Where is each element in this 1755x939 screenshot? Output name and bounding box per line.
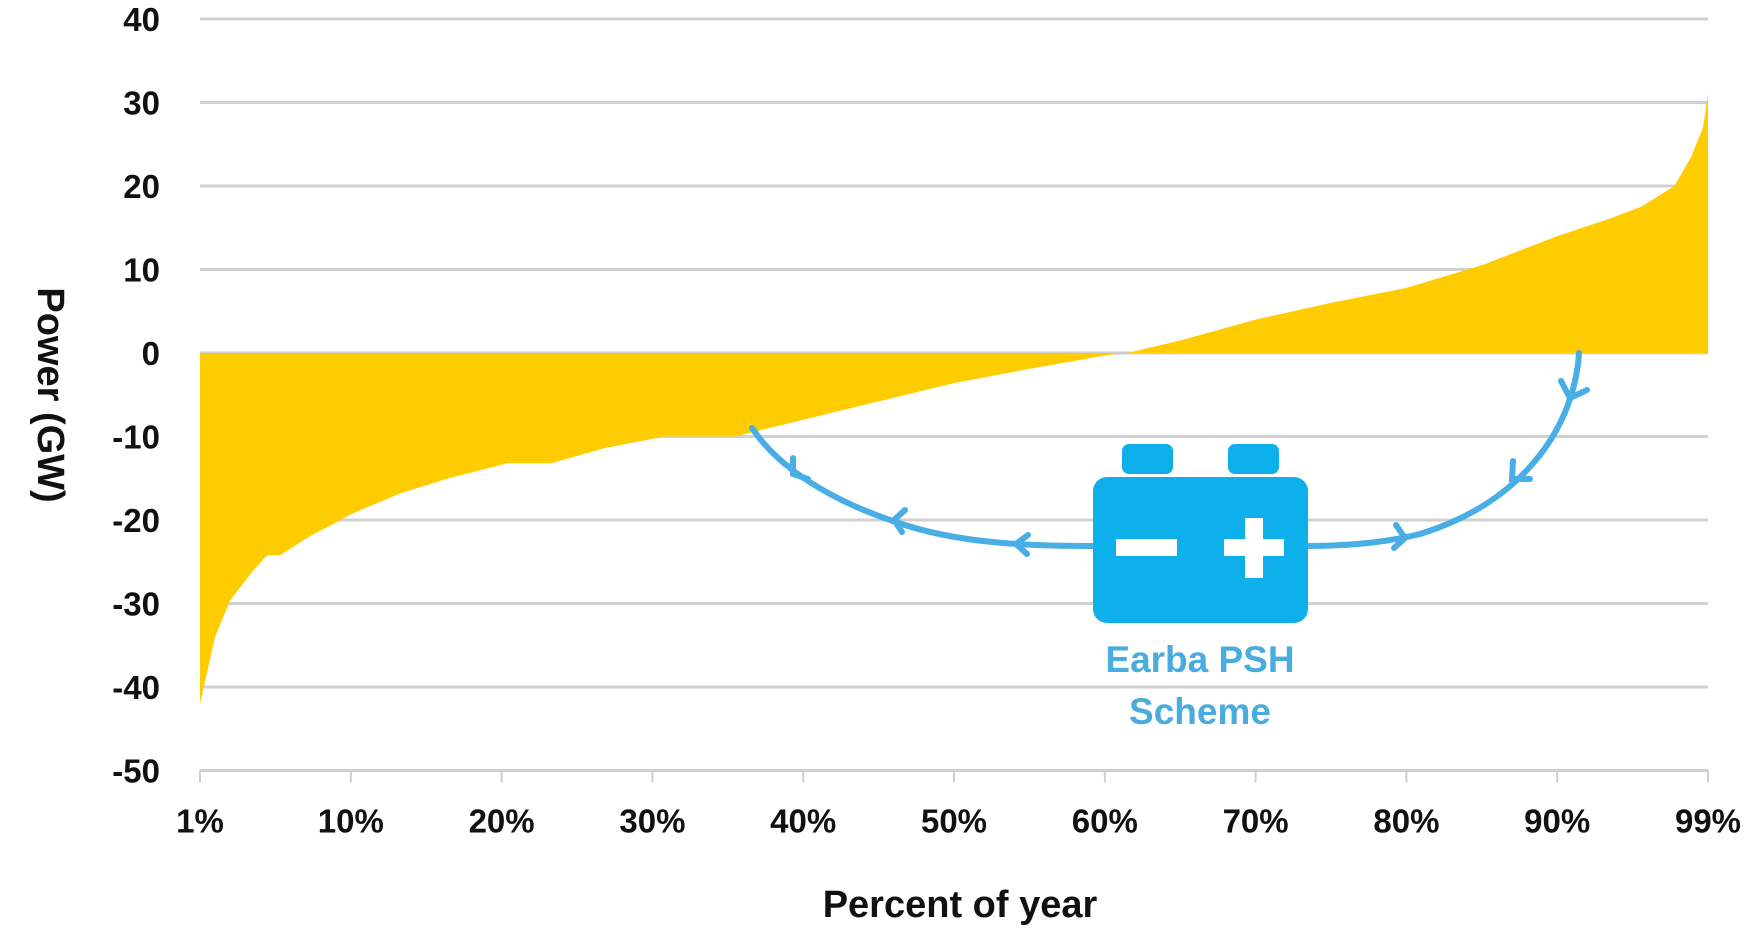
y-tick-label: -30 (112, 586, 160, 623)
y-tick-label: 20 (123, 168, 160, 205)
x-tick-label: 40% (770, 803, 836, 840)
storage-flow-arc (749, 350, 1590, 557)
x-tick-label: 50% (921, 803, 987, 840)
annotation-label-line1: Earba PSH (1105, 639, 1294, 680)
annotation-label-line2: Scheme (1129, 691, 1271, 732)
y-tick-labels: 40 30 20 10 0 -10 -20 -30 -40 -50 (112, 1, 160, 790)
x-axis (199, 769, 1709, 783)
x-tick-label: 90% (1524, 803, 1590, 840)
y-tick-label: 10 (123, 252, 160, 289)
battery-icon (1093, 444, 1308, 623)
x-tick-labels: 1% 10% 20% 30% 40% 50% 60% 70% 80% 90% 99% (176, 803, 1741, 840)
x-tick-label: 60% (1072, 803, 1138, 840)
arrow-chevron (1391, 522, 1409, 551)
x-axis-label: Percent of year (823, 884, 1098, 926)
x-tick-label: 30% (619, 803, 685, 840)
duration-curve-area (200, 94, 1708, 704)
arrow-chevron (790, 455, 811, 482)
x-tick-label: 20% (469, 803, 535, 840)
arrow-chevron (890, 507, 908, 535)
y-tick-label: 30 (123, 85, 160, 122)
y-tick-label: 40 (123, 1, 160, 38)
arrow-chevron (1508, 458, 1533, 482)
y-tick-label: -10 (112, 419, 160, 456)
x-tick-label: 70% (1223, 803, 1289, 840)
arrow-chevron (1011, 532, 1031, 557)
y-axis-label: Power (GW) (29, 287, 71, 502)
y-tick-label: 0 (142, 335, 160, 372)
arrow-chevron (1558, 378, 1590, 402)
y-tick-label: -50 (112, 753, 160, 790)
y-tick-label: -20 (112, 502, 160, 539)
x-tick-label: 1% (176, 803, 224, 840)
y-tick-label: -40 (112, 669, 160, 706)
x-tick-label: 99% (1675, 803, 1741, 840)
x-tick-label: 10% (318, 803, 384, 840)
x-tick-label: 80% (1373, 803, 1439, 840)
